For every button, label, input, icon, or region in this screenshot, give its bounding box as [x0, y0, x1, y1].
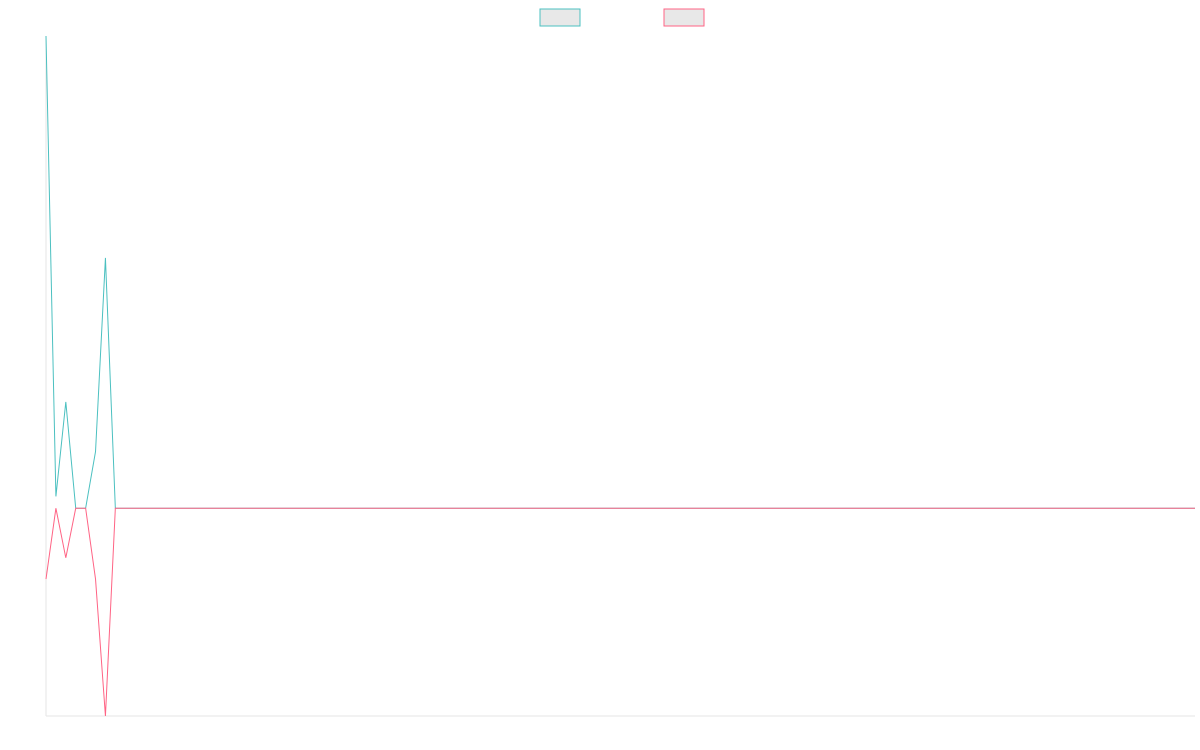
legend-swatch[interactable]: [539, 8, 581, 27]
series-line: [45, 35, 1195, 509]
series-line: [45, 507, 1195, 717]
legend-swatch[interactable]: [663, 8, 705, 27]
